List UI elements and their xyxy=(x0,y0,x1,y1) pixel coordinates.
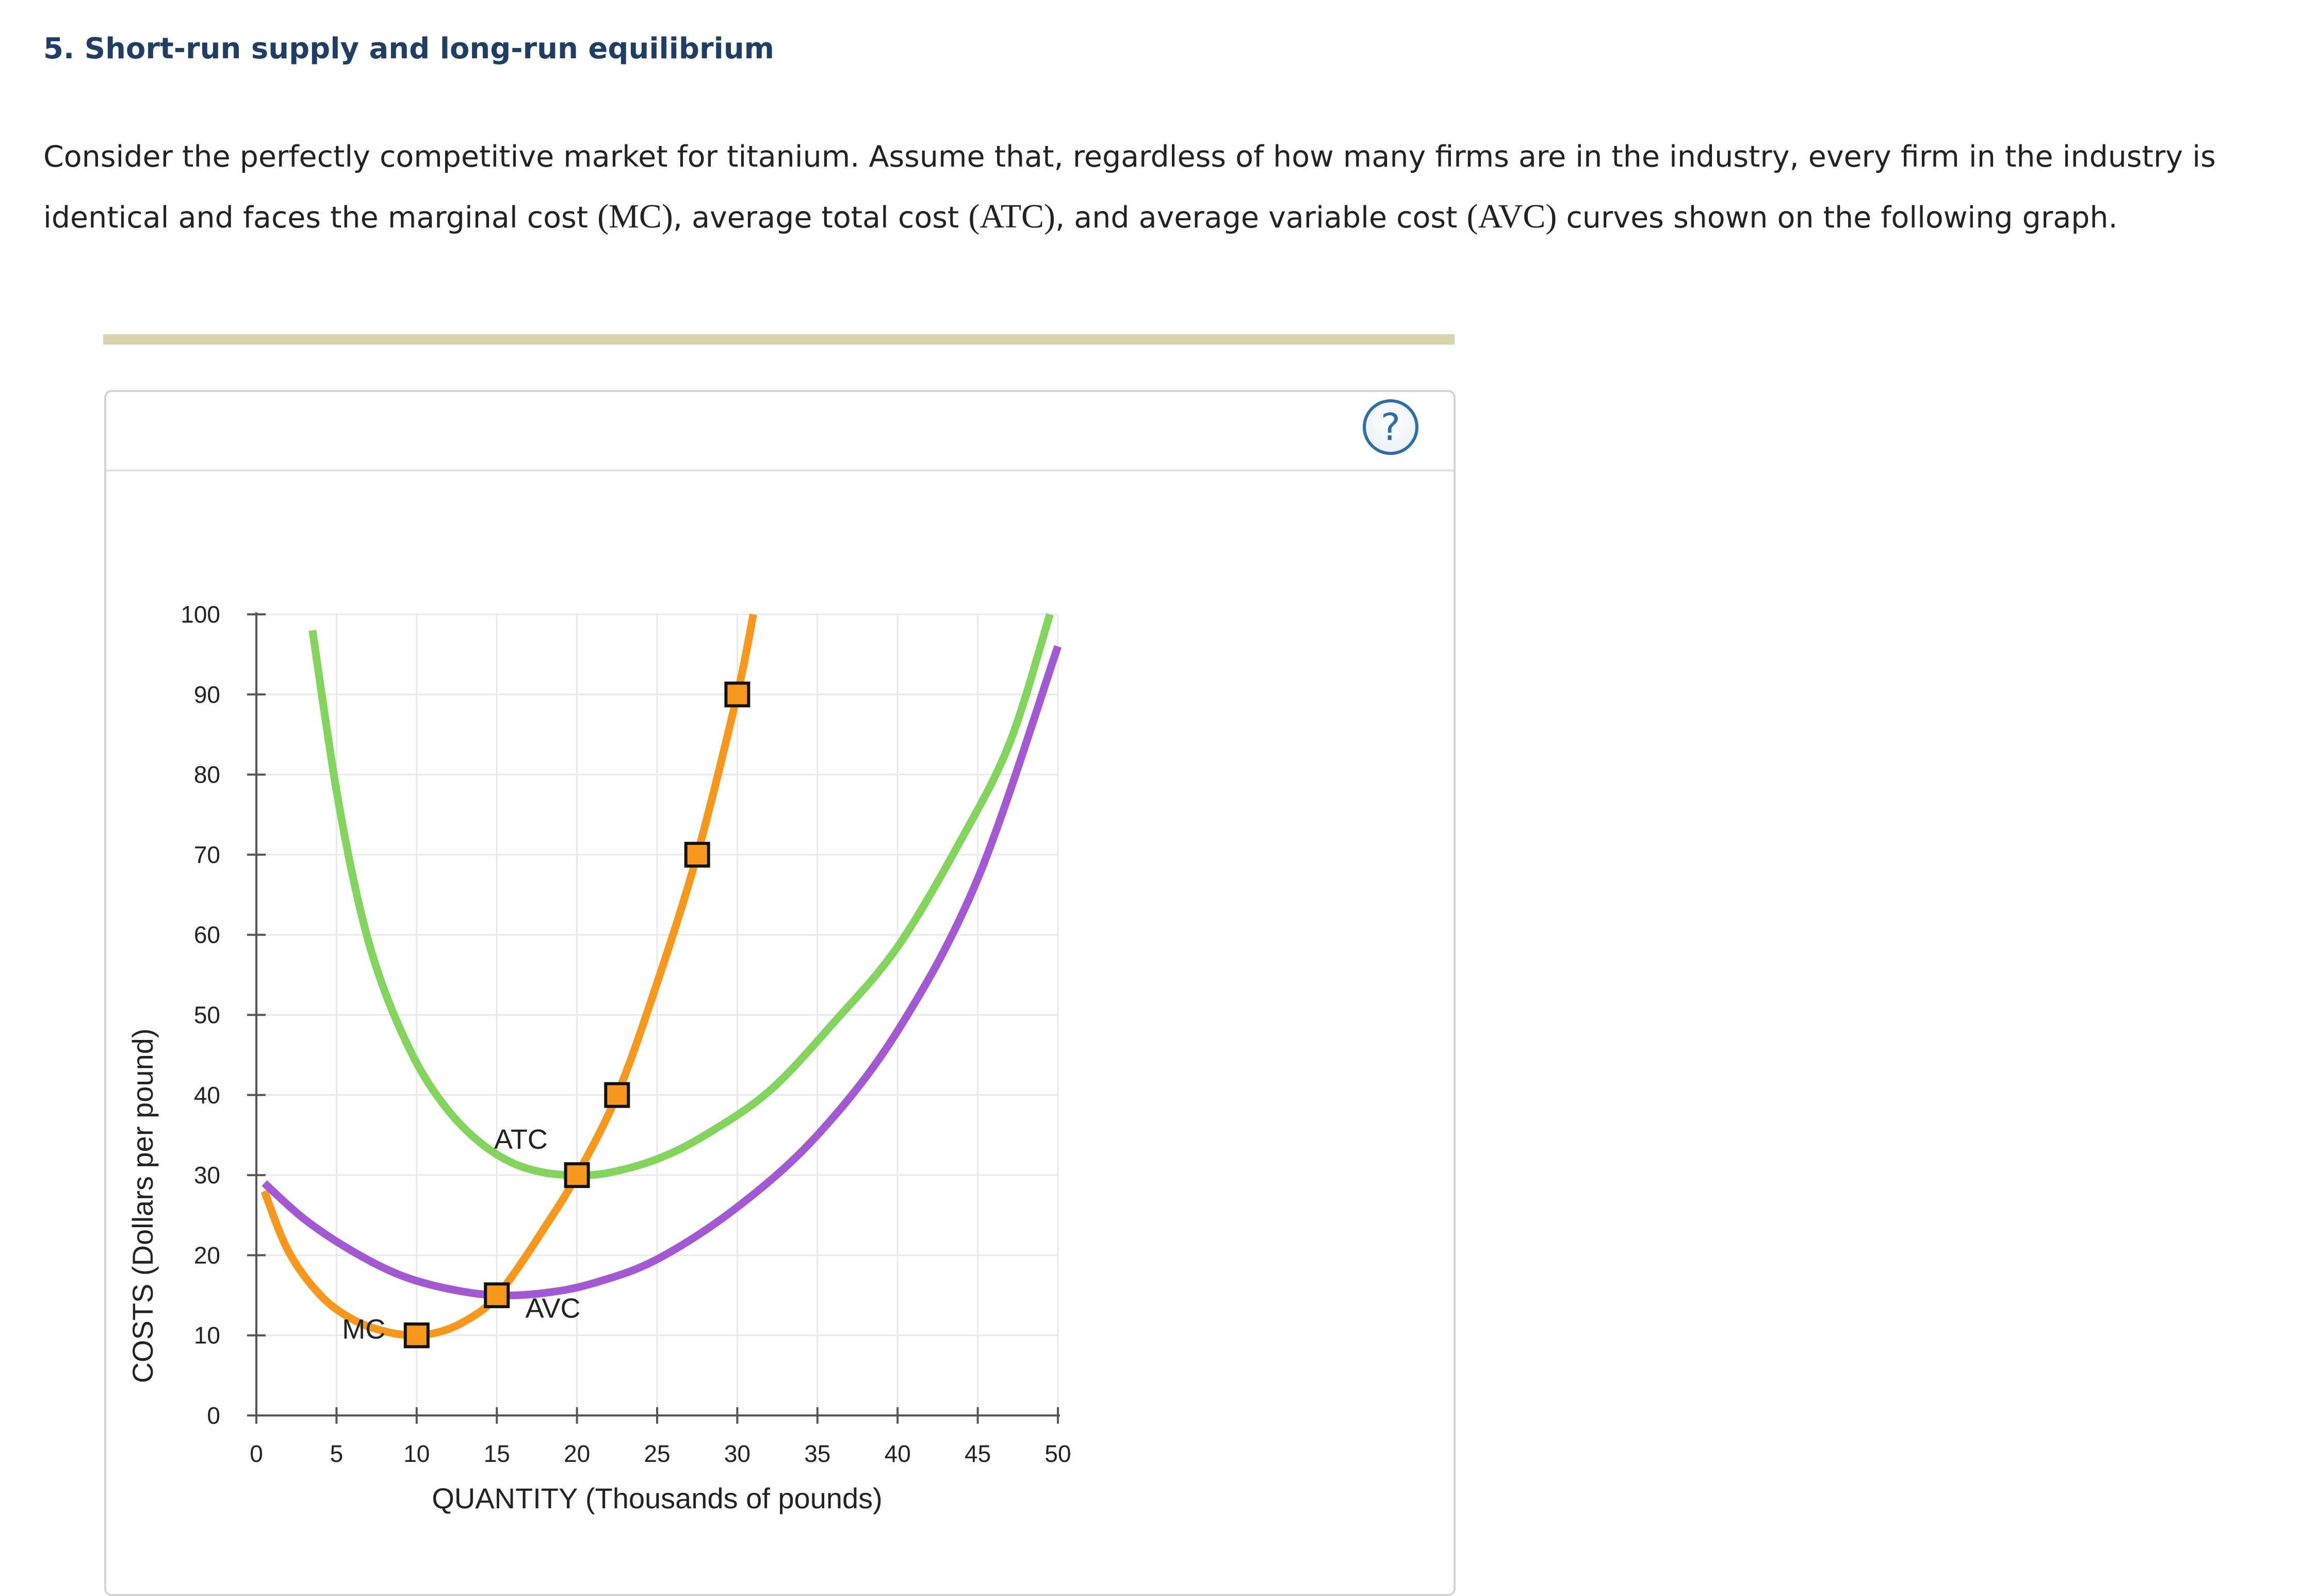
x-axis-title: QUANTITY (Thousands of pounds) xyxy=(432,1482,883,1514)
avc-symbol: (AVC) xyxy=(1466,198,1557,235)
atc-curve-label: ATC xyxy=(494,1124,548,1155)
x-tick-label: 40 xyxy=(885,1440,911,1467)
section-divider xyxy=(103,334,1455,345)
cost-curves-chart: 0 5 10 15 20 25 30 35 40 45 50 0 10 20 30 40 50 60 70 80 90 1… xyxy=(126,601,1071,1514)
x-tick-label: 10 xyxy=(403,1440,430,1467)
mc-point-marker xyxy=(684,841,710,868)
x-tick-label: 0 xyxy=(250,1440,263,1467)
x-tick-label: 25 xyxy=(644,1440,670,1467)
intro-text: Consider the perfectly competitive marke… xyxy=(43,140,2216,235)
y-tick-label: 20 xyxy=(194,1242,220,1268)
y-tick-label: 80 xyxy=(194,761,220,788)
y-tick-label: 0 xyxy=(207,1402,220,1429)
y-tick-label: 40 xyxy=(194,1082,220,1109)
help-button[interactable]: ? xyxy=(1363,399,1418,455)
question-heading: 5. Short-run supply and long-run equilib… xyxy=(43,32,775,66)
mc-curve-label: MC xyxy=(342,1314,385,1345)
graph-toolbar: ? xyxy=(106,392,1454,471)
y-tick-label: 10 xyxy=(194,1322,220,1349)
intro-text: , and average variable cost xyxy=(1055,201,1467,235)
mc-point-marker xyxy=(403,1322,430,1348)
x-tick-label: 15 xyxy=(484,1440,510,1467)
mc-symbol: (MC) xyxy=(597,198,673,235)
mc-point-marker xyxy=(724,681,750,708)
y-tick-label: 50 xyxy=(194,1002,220,1029)
mc-curve xyxy=(260,613,757,1340)
x-tick-label: 20 xyxy=(564,1440,590,1467)
y-tick-label: 90 xyxy=(194,681,220,708)
mc-point-marker xyxy=(564,1162,590,1188)
atc-symbol: (ATC) xyxy=(968,198,1056,235)
atc-curve xyxy=(308,613,1054,1179)
x-tick-label: 50 xyxy=(1044,1440,1071,1467)
graph-panel: ? 0 5 10 15 20 25 30 35 40 45 50 0 10 20 30 40 50 60 70 80 9… xyxy=(104,390,1456,1596)
y-axis-title: COSTS (Dollars per pound) xyxy=(126,1029,159,1383)
x-tick-label: 35 xyxy=(804,1440,830,1467)
avc-curve xyxy=(262,645,1062,1299)
x-tick-label: 30 xyxy=(724,1440,750,1467)
question-intro: Consider the perfectly competitive marke… xyxy=(43,127,2303,248)
mc-point-marker xyxy=(484,1282,510,1309)
mc-point-marker xyxy=(604,1082,630,1108)
intro-text: curves shown on the following graph. xyxy=(1557,201,2118,235)
y-tick-label: 60 xyxy=(194,921,220,948)
intro-text: , average total cost xyxy=(673,201,969,235)
y-tick-label: 30 xyxy=(194,1162,220,1188)
x-tick-label: 45 xyxy=(965,1440,991,1467)
y-tick-label: 100 xyxy=(181,601,220,628)
y-tick-label: 70 xyxy=(194,841,220,868)
avc-curve-label: AVC xyxy=(525,1293,580,1324)
x-tick-label: 5 xyxy=(330,1440,344,1467)
